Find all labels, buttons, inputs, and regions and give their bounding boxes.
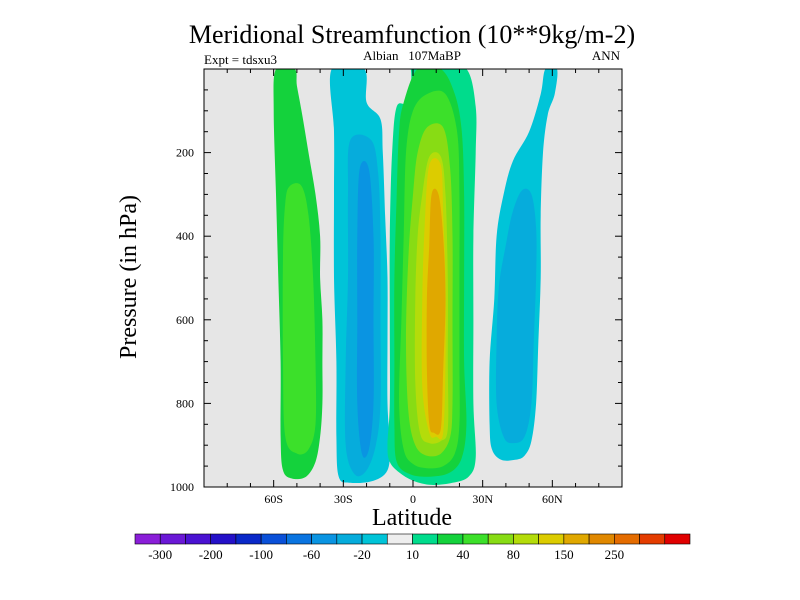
colorbar-swatch (462, 533, 489, 545)
x-axis-label: Latitude (372, 505, 452, 531)
period-label: Albian 107MaBP (363, 48, 461, 63)
colorbar-swatch (538, 533, 565, 545)
axis-tick-labels: 60S 30S 0 30N 60N 200 400 600 800 1000 (170, 146, 563, 506)
colorbar-swatch (361, 533, 388, 545)
colorbar-swatch (513, 533, 539, 545)
x-tick-label: 60S (264, 492, 283, 506)
colorbar-label: -100 (249, 547, 273, 562)
contour-sh-hadley-core (356, 160, 374, 458)
x-tick-label: 0 (410, 492, 416, 506)
y-tick-label: 800 (176, 396, 194, 410)
season-label: ANN (592, 48, 621, 63)
colorbar-swatch (159, 533, 186, 545)
y-tick-label: 600 (176, 313, 194, 327)
contour-nh-hadley-core (426, 188, 446, 435)
colorbar-label: 150 (554, 547, 574, 562)
colorbar (134, 533, 691, 545)
chart-title: Meridional Streamfunction (10**9kg/m-2) (189, 20, 635, 49)
x-tick-label: 30N (472, 492, 493, 506)
colorbar-swatch (487, 533, 514, 545)
colorbar-label: -300 (148, 547, 172, 562)
colorbar-swatch (311, 533, 338, 545)
colorbar-swatch (260, 533, 287, 545)
colorbar-label: -60 (303, 547, 320, 562)
contour-regions (273, 69, 558, 485)
colorbar-swatch (563, 533, 590, 545)
colorbar-swatch (235, 533, 262, 545)
contour-nh-ferrel-core (495, 188, 537, 444)
axis-ticks (204, 69, 622, 487)
colorbar-swatch (336, 533, 363, 545)
colorbar-label: 10 (406, 547, 419, 562)
colorbar-label: 40 (456, 547, 469, 562)
y-axis-label: Pressure (in hPa) (116, 195, 142, 359)
colorbar-swatch (134, 533, 161, 545)
colorbar-swatch (664, 533, 691, 545)
colorbar-label: 80 (507, 547, 520, 562)
colorbar-labels: -300 -200 -100 -60 -20 10 40 80 150 250 (148, 547, 624, 562)
experiment-label: Expt = tdsxu3 (204, 52, 277, 67)
x-tick-label: 60N (542, 492, 563, 506)
colorbar-swatch (386, 533, 413, 545)
x-tick-label: 30S (334, 492, 353, 506)
y-tick-label: 200 (176, 146, 194, 160)
colorbar-swatch (210, 533, 237, 545)
colorbar-swatch (437, 533, 464, 545)
colorbar-swatch (639, 533, 666, 545)
colorbar-label: -200 (199, 547, 223, 562)
y-tick-label: 1000 (170, 480, 194, 494)
colorbar-label: 250 (605, 547, 625, 562)
colorbar-swatch (286, 533, 312, 545)
contour-sh-outer-core (282, 183, 317, 455)
colorbar-swatch (412, 533, 439, 545)
colorbar-label: -20 (353, 547, 370, 562)
colorbar-swatch (614, 533, 640, 545)
colorbar-swatch (185, 533, 211, 545)
y-tick-label: 400 (176, 229, 194, 243)
colorbar-swatch (588, 533, 615, 545)
